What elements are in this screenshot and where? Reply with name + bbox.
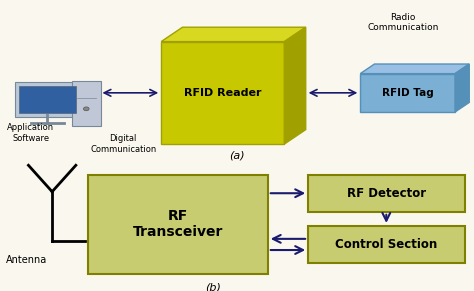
Polygon shape [455,64,469,112]
Polygon shape [360,64,469,74]
Text: RFID Tag: RFID Tag [382,88,434,98]
Circle shape [83,107,89,111]
Polygon shape [284,27,306,144]
FancyBboxPatch shape [19,86,76,113]
FancyBboxPatch shape [88,175,268,274]
FancyBboxPatch shape [308,175,465,212]
Text: RFID Reader: RFID Reader [184,88,262,98]
Text: RF
Transceiver: RF Transceiver [133,209,223,239]
FancyBboxPatch shape [308,226,465,263]
FancyBboxPatch shape [161,42,284,144]
FancyBboxPatch shape [72,81,101,126]
Polygon shape [161,27,306,42]
Text: Digital
Communication: Digital Communication [90,134,156,154]
Text: Antenna: Antenna [5,255,47,265]
FancyBboxPatch shape [360,74,455,112]
Text: RF Detector: RF Detector [347,187,426,200]
Text: Radio
Communication: Radio Communication [367,13,438,32]
Text: (a): (a) [229,150,245,160]
Text: (b): (b) [205,283,221,291]
FancyBboxPatch shape [15,82,80,116]
Text: Application
Software: Application Software [7,123,55,143]
Text: Control Section: Control Section [335,238,438,251]
